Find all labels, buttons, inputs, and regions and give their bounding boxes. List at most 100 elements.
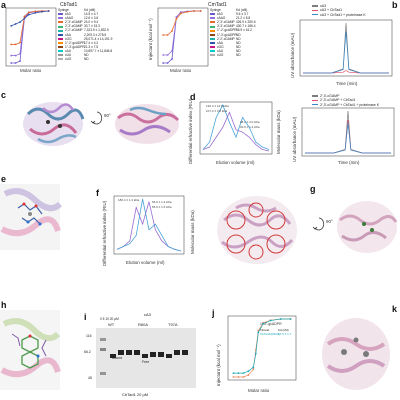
mw-note: 107.3 ± 3.8 kDa (206, 109, 228, 113)
panel-i: i cA3 0 5 10 20 μM WT R60A T97A 116 66.2… (80, 312, 200, 400)
panel-b-left: CmTad1 Injectant (kcal mol⁻¹) Molar rati… (148, 0, 266, 78)
panel-f-ylabel: Differential refractive index (RIU) (102, 200, 107, 266)
data-point (14, 43, 17, 46)
data-point (41, 10, 43, 13)
rotation-arrow-icon (312, 217, 325, 231)
panel-j-ylabel: Injectant (kcal mol⁻¹) (216, 344, 221, 386)
data-point (252, 366, 255, 369)
plot-frame (113, 195, 185, 255)
series-line (303, 22, 389, 74)
panel-b-right-xlabel: Time (min) (336, 81, 358, 86)
series-line (303, 70, 389, 74)
gel-group-t97a: T97A (168, 322, 178, 327)
panel-j-annot-title: 1′′-2′-gcADPR (260, 322, 282, 326)
table-row: cAU 10,897.7 ± 11,846.8 (58, 49, 112, 53)
table-row: 1′′-2′-gcADPR 56.9 ± 16.2 (210, 28, 260, 32)
plot-frame (227, 315, 297, 381)
table-row: cA3 14.5 ± 4.7 (58, 12, 108, 16)
legend-swatch (58, 17, 63, 20)
series-line (163, 10, 201, 36)
panel-a-table: Syringe Kd (nM) cA3 14.5 ± 4.7 cAAG 12.6 ± 3… (58, 8, 112, 61)
panel-d-ylabel-right: Molecular mass (kDa) (276, 110, 281, 154)
data-point (14, 23, 17, 25)
panel-c: c 90° (0, 88, 185, 160)
panel-label-f: f (96, 188, 99, 198)
gel-marker: 116 (86, 334, 92, 338)
gel-top-label: cA3 (144, 312, 151, 317)
series-line (11, 10, 49, 45)
table-row: cAAG 21.2 ± 5.8 (210, 16, 260, 20)
panel-f-ylabel-right: Molecular mass (kDa) (190, 210, 195, 254)
data-point (10, 62, 13, 64)
panel-label-h: h (1, 300, 7, 310)
table-row: 1′′-3′-gcADPR 21.3 ± 7.5 (58, 45, 108, 49)
mw-note: 30.0 ± 1.4 kDa (240, 125, 260, 129)
panel-b-left-table: Syringe Kd (nM) cA3 9.6 ± 3.7 cAAG 21.2 ± 5.… (210, 8, 260, 57)
legend-swatch (58, 58, 63, 61)
protein-structure-c-side (115, 104, 180, 144)
table-row: 2′,3′-cGAMP 33.7 ± 15.3 (58, 24, 108, 28)
panel-k: k (320, 300, 400, 400)
data-point (171, 58, 173, 60)
panel-label-g: g (310, 184, 316, 194)
panel-label-a: a (1, 0, 7, 10)
legend-swatch (58, 50, 63, 53)
legend-item: 2′,3′-cGAMP (312, 94, 379, 98)
table-row: cAAG 12.6 ± 3.6 (58, 16, 108, 20)
table-row: 2′,2′-cGAMP 7,323.9 ± 1,832.9 (58, 28, 109, 32)
protein-structure-c-front (23, 102, 85, 146)
table-row: cUG ND (210, 53, 260, 57)
data-point (262, 322, 265, 325)
panel-a: a CbTad1 Molar ratio Syringe Kd (nM) cA3 1… (0, 0, 118, 78)
series-line (116, 198, 182, 252)
legend-swatch (210, 29, 215, 32)
panel-f-xlabel: Elution volume (ml) (126, 260, 165, 265)
data-point (193, 10, 195, 12)
data-point (237, 376, 240, 378)
legend-item: cA3 + CbTad1 + proteinase K (312, 13, 366, 17)
panel-b-left-ylabel: Injectant (kcal mol⁻¹) (148, 18, 153, 60)
data-point (232, 372, 235, 375)
table-row: 2′,3′-cGAMP 426.9 ± 250.6 (210, 20, 260, 24)
panel-b-right-ylabel: UV absorbance (mAU) (290, 32, 295, 78)
table-row: cUU ND (58, 53, 108, 57)
legend-swatch (58, 33, 63, 36)
table-row: cA3 9.6 ± 3.7 (210, 12, 260, 16)
rotation-arrow-icon (90, 111, 103, 125)
data-point (162, 54, 165, 56)
table-row: cAA ND (210, 41, 260, 45)
data-point (232, 376, 235, 378)
gel-marker: 45 (88, 376, 92, 380)
data-point (166, 62, 169, 64)
data-point (19, 60, 21, 63)
series-line (305, 110, 391, 154)
data-point (23, 17, 26, 20)
data-point (171, 50, 173, 52)
panel-label-b: b (392, 0, 398, 10)
series-line (11, 10, 49, 27)
data-point (175, 18, 178, 20)
table-row: cAU ND (210, 49, 260, 53)
rotation-label: 90° (326, 219, 333, 224)
plot-frame (299, 19, 393, 77)
data-point (179, 12, 182, 15)
gel-conc-label: 0 5 10 20 μM (100, 317, 119, 321)
legend-swatch (58, 25, 63, 28)
legend-swatch (210, 33, 215, 36)
data-point (166, 54, 169, 56)
panel-j: j Injectant (kcal mol⁻¹) 1′′-2′-gcADPR T… (212, 304, 304, 400)
table-row: cGG 25,071.4 ± 14,191.9 (58, 37, 112, 41)
panel-d-right-legend: 2′,3′-cGAMP 2′,3′-cGAMP + CbTad1 2′,3′-c… (312, 94, 379, 107)
data-point (289, 318, 292, 320)
panel-a-xlabel: Molar ratio (20, 68, 42, 73)
panel-label-k: k (392, 304, 398, 314)
plot-frame (5, 7, 57, 67)
table-row: cGG ND (210, 45, 260, 49)
chart-b-right-hplc (299, 19, 393, 77)
data-point (23, 15, 26, 18)
legend-swatch (210, 50, 215, 53)
panel-d-ylabel: Differential refractive index (RIU) (188, 98, 193, 164)
panel-label-c: c (1, 90, 7, 100)
mw-note: 56.9 ± 1.5 kDa (152, 205, 172, 209)
legend-swatch (58, 46, 63, 48)
